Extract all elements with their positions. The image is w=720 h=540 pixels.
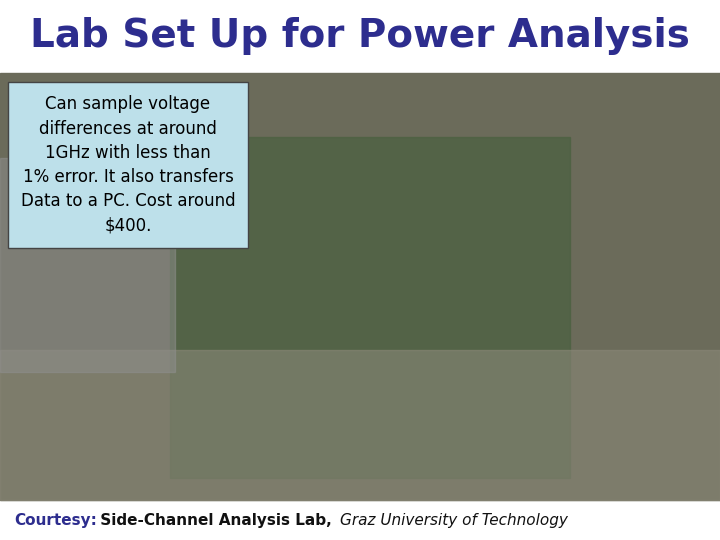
Text: Graz University of Technology: Graz University of Technology: [340, 512, 568, 528]
Text: Can sample voltage
differences at around
1GHz with less than
1% error. It also t: Can sample voltage differences at around…: [21, 95, 235, 235]
Bar: [170, 137, 570, 478]
Text: Lab Set Up for Power Analysis: Lab Set Up for Power Analysis: [30, 17, 690, 56]
Bar: [0, 350, 720, 500]
Text: Side-Channel Analysis Lab,: Side-Channel Analysis Lab,: [95, 512, 337, 528]
Bar: [8, 82, 248, 248]
Bar: [0, 0, 720, 73]
Text: Courtesy:: Courtesy:: [14, 512, 97, 528]
Bar: [0, 73, 720, 500]
Bar: [0, 158, 175, 372]
